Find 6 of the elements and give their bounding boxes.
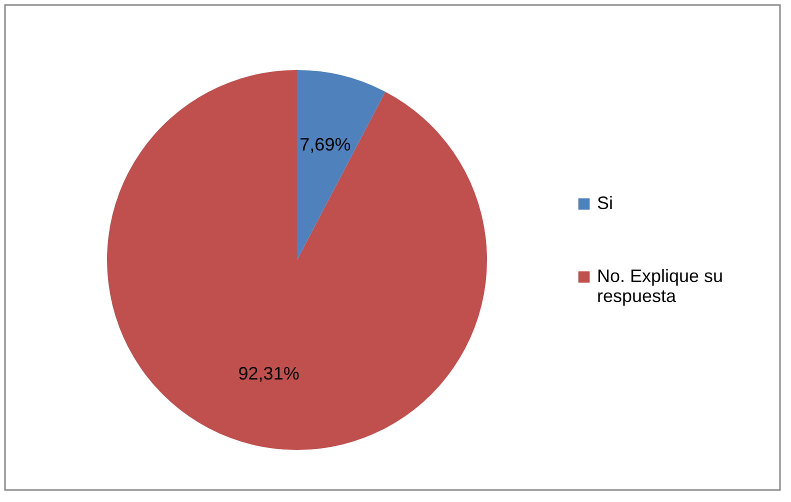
pie-slice (107, 70, 487, 450)
data-label: 92,31% (238, 363, 300, 384)
legend-label: Si (597, 193, 614, 213)
pie-slice (297, 70, 386, 260)
data-label: 7,69% (300, 134, 351, 155)
legend-label: No. Explique su respuesta (597, 266, 724, 306)
